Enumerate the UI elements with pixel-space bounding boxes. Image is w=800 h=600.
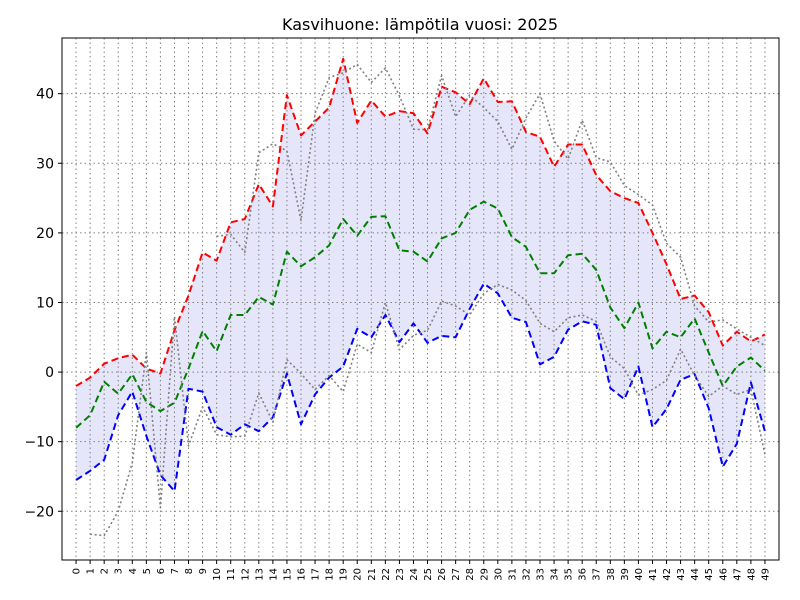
x-tick-label: 37 (592, 568, 603, 581)
x-tick-label: 27 (451, 568, 462, 581)
series-line-4 (90, 283, 766, 537)
y-tick-label: −10 (24, 435, 54, 451)
x-tick-label: 24 (409, 568, 420, 581)
x-tick-label: 1 (86, 568, 97, 574)
x-tick-label: 5 (142, 568, 153, 574)
y-tick-label: 10 (36, 295, 54, 311)
x-tick-label: 28 (465, 568, 476, 581)
series-line-1 (75, 57, 766, 387)
x-tick-label: 16 (297, 568, 308, 581)
x-tick-label: 20 (353, 568, 364, 581)
x-tick-label: 38 (606, 568, 617, 581)
x-tick-label: 32 (521, 568, 532, 581)
x-tick-label: 4 (128, 568, 139, 574)
y-tick-label: 0 (45, 365, 54, 381)
x-tick-label: 17 (311, 568, 322, 581)
x-tick-label: 21 (367, 568, 378, 581)
x-tick-label: 47 (732, 568, 743, 581)
x-tick-label: 29 (479, 568, 490, 581)
x-tick-label: 12 (240, 568, 251, 581)
x-tick-label: 7 (170, 568, 181, 574)
x-tick-label: 25 (423, 568, 434, 581)
x-tick-label: 18 (325, 568, 336, 581)
x-tick-label: 23 (395, 568, 406, 581)
x-tick-label: 41 (648, 568, 659, 581)
chart-title: Kasvihuone: lämpötila vuosi: 2025 (282, 15, 558, 34)
x-tick-label: 0 (72, 568, 83, 574)
x-tick-label: 26 (437, 568, 448, 581)
y-axis-ticks: −20 −10 0 10 20 30 40 (24, 87, 62, 520)
y-tick-label: 20 (36, 226, 54, 242)
x-tick-label: 45 (704, 568, 715, 581)
x-tick-label: 35 (564, 568, 575, 581)
x-tick-label: 22 (381, 568, 392, 581)
x-tick-label: 8 (184, 568, 195, 574)
x-tick-label: 49 (760, 568, 771, 581)
x-tick-label: 3 (114, 568, 125, 574)
x-tick-label: 43 (676, 568, 687, 581)
x-tick-label: 40 (634, 568, 645, 581)
x-tick-label: 19 (339, 568, 350, 581)
x-tick-label: 14 (268, 568, 279, 581)
x-tick-label: 42 (662, 568, 673, 581)
x-tick-label: 13 (254, 568, 265, 581)
x-tick-label: 46 (718, 568, 729, 581)
x-tick-label: 31 (507, 568, 518, 581)
x-tick-label: 34 (550, 568, 561, 581)
x-tick-label: 2 (100, 568, 111, 574)
x-tick-label: 33 (536, 568, 547, 581)
y-tick-label: 30 (36, 156, 54, 172)
x-axis-ticks: 0 1 2 3 4 5 6 7 8 9 10 11 12 13 14 15 16 17 18 19 20 21 22 23 24… (72, 560, 771, 581)
plot-frame (61, 37, 780, 561)
x-tick-label: 39 (620, 568, 631, 581)
series-line-5 (216, 63, 766, 347)
x-tick-label: 6 (156, 568, 167, 574)
x-tick-label: 44 (690, 568, 701, 581)
series-lines (75, 57, 766, 537)
grid (62, 38, 779, 560)
y-tick-label: 40 (36, 87, 54, 103)
x-tick-label: 15 (282, 568, 293, 581)
x-tick-label: 10 (212, 568, 223, 581)
x-tick-label: 11 (226, 568, 237, 581)
x-tick-label: 9 (198, 568, 209, 574)
range-band-area (76, 58, 765, 492)
x-tick-label: 48 (746, 568, 757, 581)
y-tick-label: −20 (24, 504, 54, 520)
range-band (76, 58, 765, 492)
x-tick-label: 36 (578, 568, 589, 581)
x-tick-label: 30 (493, 568, 504, 581)
